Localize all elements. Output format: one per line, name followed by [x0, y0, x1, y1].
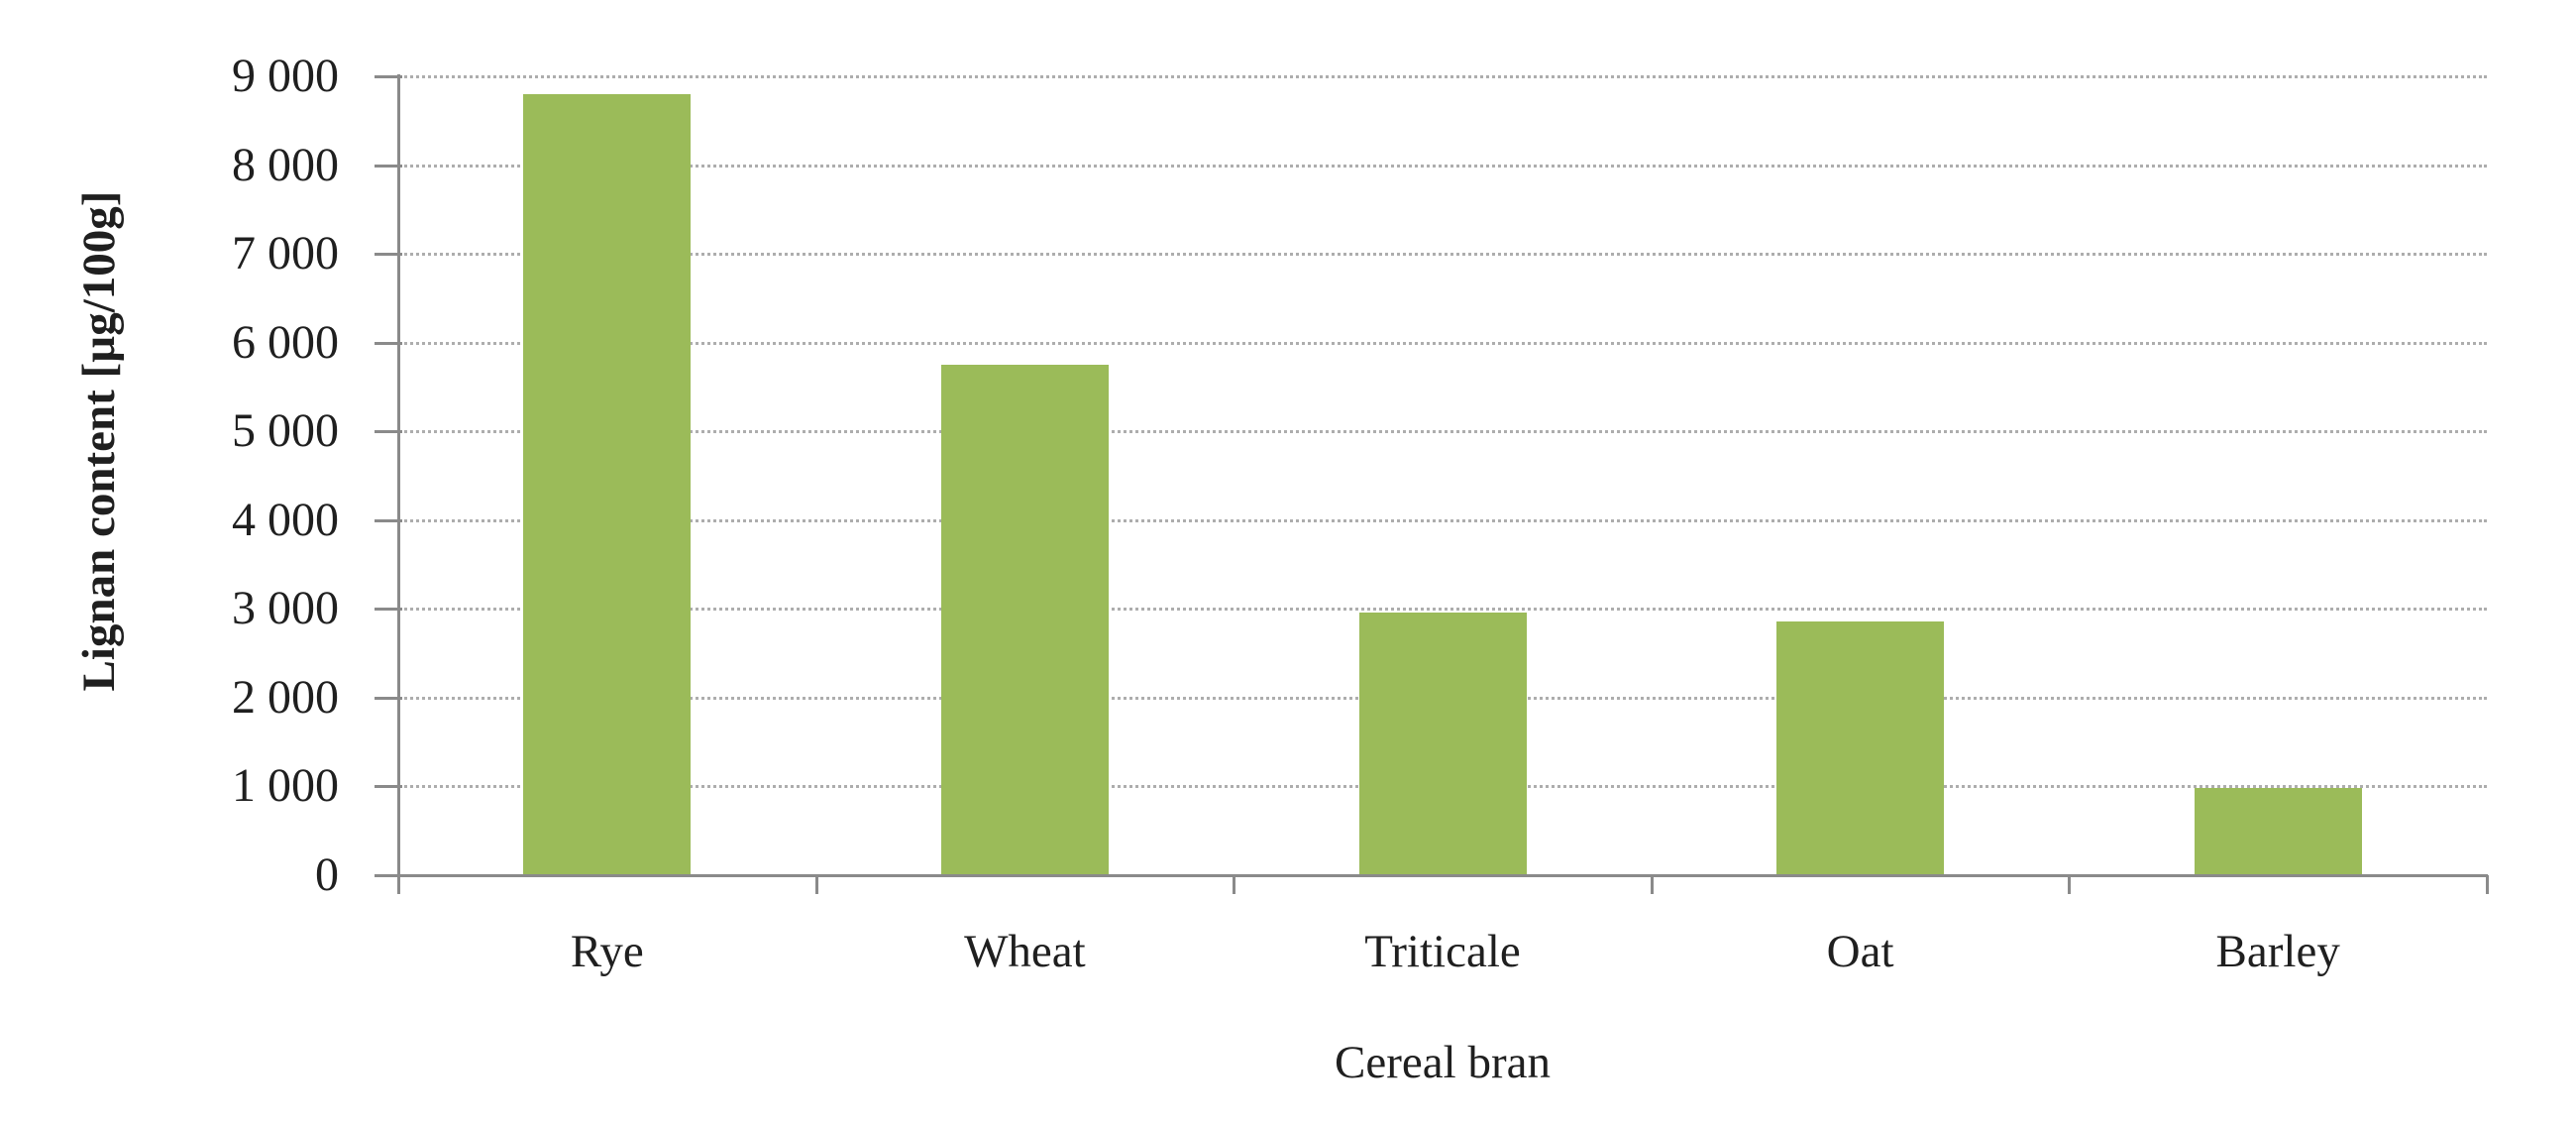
category-label-triticale: Triticale [1364, 926, 1521, 977]
x-axis-tick [2068, 875, 2072, 894]
y-tick-label: 7 000 [232, 227, 339, 281]
bar-triticale [1358, 612, 1527, 875]
y-tick-label: 8 000 [232, 138, 339, 191]
y-axis-tick [375, 341, 402, 345]
y-axis-tick [375, 874, 402, 877]
y-axis-tick [375, 785, 402, 789]
x-axis-tick [814, 875, 818, 894]
x-axis-tick [1233, 875, 1236, 894]
category-label-rye: Rye [570, 926, 644, 977]
y-tick-label: 6 000 [232, 315, 339, 369]
gridline [399, 608, 2487, 612]
y-axis-tick [375, 696, 402, 700]
y-tick-label: 1 000 [232, 759, 339, 813]
gridline [399, 164, 2487, 168]
y-tick-label: 5 000 [232, 404, 339, 458]
y-tick-label: 3 000 [232, 582, 339, 635]
gridline [399, 518, 2487, 522]
y-tick-label: 4 000 [232, 493, 339, 546]
x-axis-line [397, 874, 2488, 877]
x-axis-tick [2486, 875, 2489, 894]
category-label-wheat: Wheat [964, 926, 1086, 977]
y-axis-tick [375, 253, 402, 257]
y-axis-tick [375, 75, 402, 78]
x-axis-title: Cereal bran [1335, 1037, 1551, 1088]
bar-barley [2194, 788, 2362, 875]
y-axis-tick [375, 518, 402, 522]
x-axis-tick [397, 875, 400, 894]
y-axis-tick [375, 430, 402, 434]
category-label-barley: Barley [2215, 926, 2340, 977]
y-tick-label: 9 000 [232, 50, 339, 102]
y-tick-label: 0 [315, 848, 339, 901]
gridline [399, 253, 2487, 257]
gridline [399, 430, 2487, 434]
y-tick-label: 2 000 [232, 670, 339, 724]
gridline [399, 75, 2487, 78]
y-axis-tick [375, 164, 402, 168]
gridline [399, 341, 2487, 345]
category-label-oat: Oat [1826, 926, 1894, 977]
bar-oat [1776, 620, 1945, 875]
bar-rye [523, 93, 692, 875]
x-axis-tick [1650, 875, 1654, 894]
bar-wheat [940, 365, 1109, 875]
y-axis-line [397, 74, 400, 877]
y-axis-title-text: Lignan content [µg/100g] [73, 190, 125, 692]
y-axis-tick [375, 608, 402, 612]
